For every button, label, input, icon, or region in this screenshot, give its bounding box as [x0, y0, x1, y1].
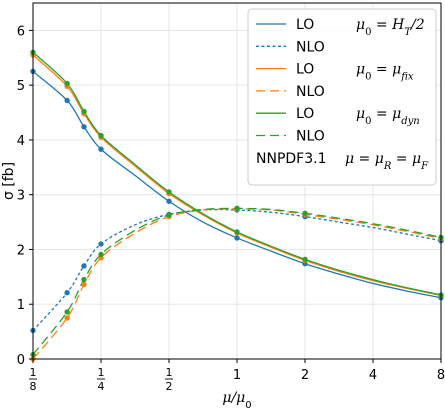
- data-point: [234, 229, 240, 235]
- x-tick-numerator: 1: [30, 366, 37, 379]
- legend-scale-annotation: μ0 = HT/2: [356, 17, 425, 38]
- data-point: [234, 235, 240, 241]
- y-tick-label: 5: [17, 79, 25, 94]
- data-point: [98, 241, 104, 247]
- legend-scale-choice: μ = μR = μF: [345, 151, 429, 172]
- legend-pdf-label: NNPDF3.1: [256, 151, 327, 167]
- legend-label: LO: [296, 62, 314, 78]
- x-tick-denominator: 2: [166, 380, 173, 393]
- x-axis-label: μ/μ0: [222, 390, 251, 408]
- data-point: [234, 205, 240, 212]
- y-tick-label: 4: [17, 134, 25, 149]
- x-tick-denominator: 8: [30, 380, 37, 393]
- data-point: [81, 276, 87, 283]
- x-tick-label: 8: [437, 368, 445, 383]
- data-point: [81, 281, 87, 288]
- data-point: [166, 198, 172, 204]
- x-tick-numerator: 1: [98, 366, 105, 379]
- legend-label: NLO: [296, 84, 325, 100]
- y-tick-label: 3: [17, 189, 25, 204]
- data-point: [64, 290, 70, 296]
- data-point: [81, 124, 87, 130]
- x-tick-numerator: 1: [166, 366, 173, 379]
- legend-label: LO: [296, 106, 314, 122]
- data-point: [98, 132, 104, 139]
- data-point: [166, 189, 172, 195]
- data-point: [302, 256, 308, 263]
- x-tick-denominator: 4: [98, 380, 105, 393]
- data-point: [64, 315, 70, 321]
- legend-scale-annotation: μ0 = μdyn: [356, 106, 420, 127]
- y-tick-label: 1: [17, 298, 25, 313]
- data-point: [81, 263, 87, 269]
- y-axis-ticks: 0 1 2 3 4 5 6: [17, 24, 33, 368]
- legend-label: LO: [296, 17, 314, 33]
- data-point: [64, 80, 70, 87]
- data-point: [98, 251, 104, 258]
- data-point: [64, 309, 70, 315]
- y-axis-label: σ [fb]: [1, 162, 17, 200]
- legend: LO μ0 = HT/2 NLO LO μ0 = μfix NLO LO μ0 = μdyn N…: [247, 8, 437, 186]
- x-tick-label: 4: [369, 368, 377, 383]
- y-tick-label: 2: [17, 243, 25, 258]
- data-point: [98, 146, 104, 152]
- legend-scale-annotation: μ0 = μfix: [356, 62, 414, 83]
- x-tick-label: 2: [301, 368, 309, 383]
- legend-label: NLO: [296, 39, 325, 55]
- series-line-6-nlo: [33, 207, 441, 356]
- data-point: [302, 210, 308, 217]
- data-point: [64, 97, 70, 104]
- y-tick-label: 6: [17, 24, 25, 39]
- data-point: [166, 212, 172, 218]
- data-point: [81, 108, 87, 115]
- legend-box: [247, 8, 437, 186]
- x-tick-label: 1: [233, 368, 241, 383]
- y-tick-label: 0: [17, 353, 25, 368]
- legend-label: NLO: [296, 129, 325, 145]
